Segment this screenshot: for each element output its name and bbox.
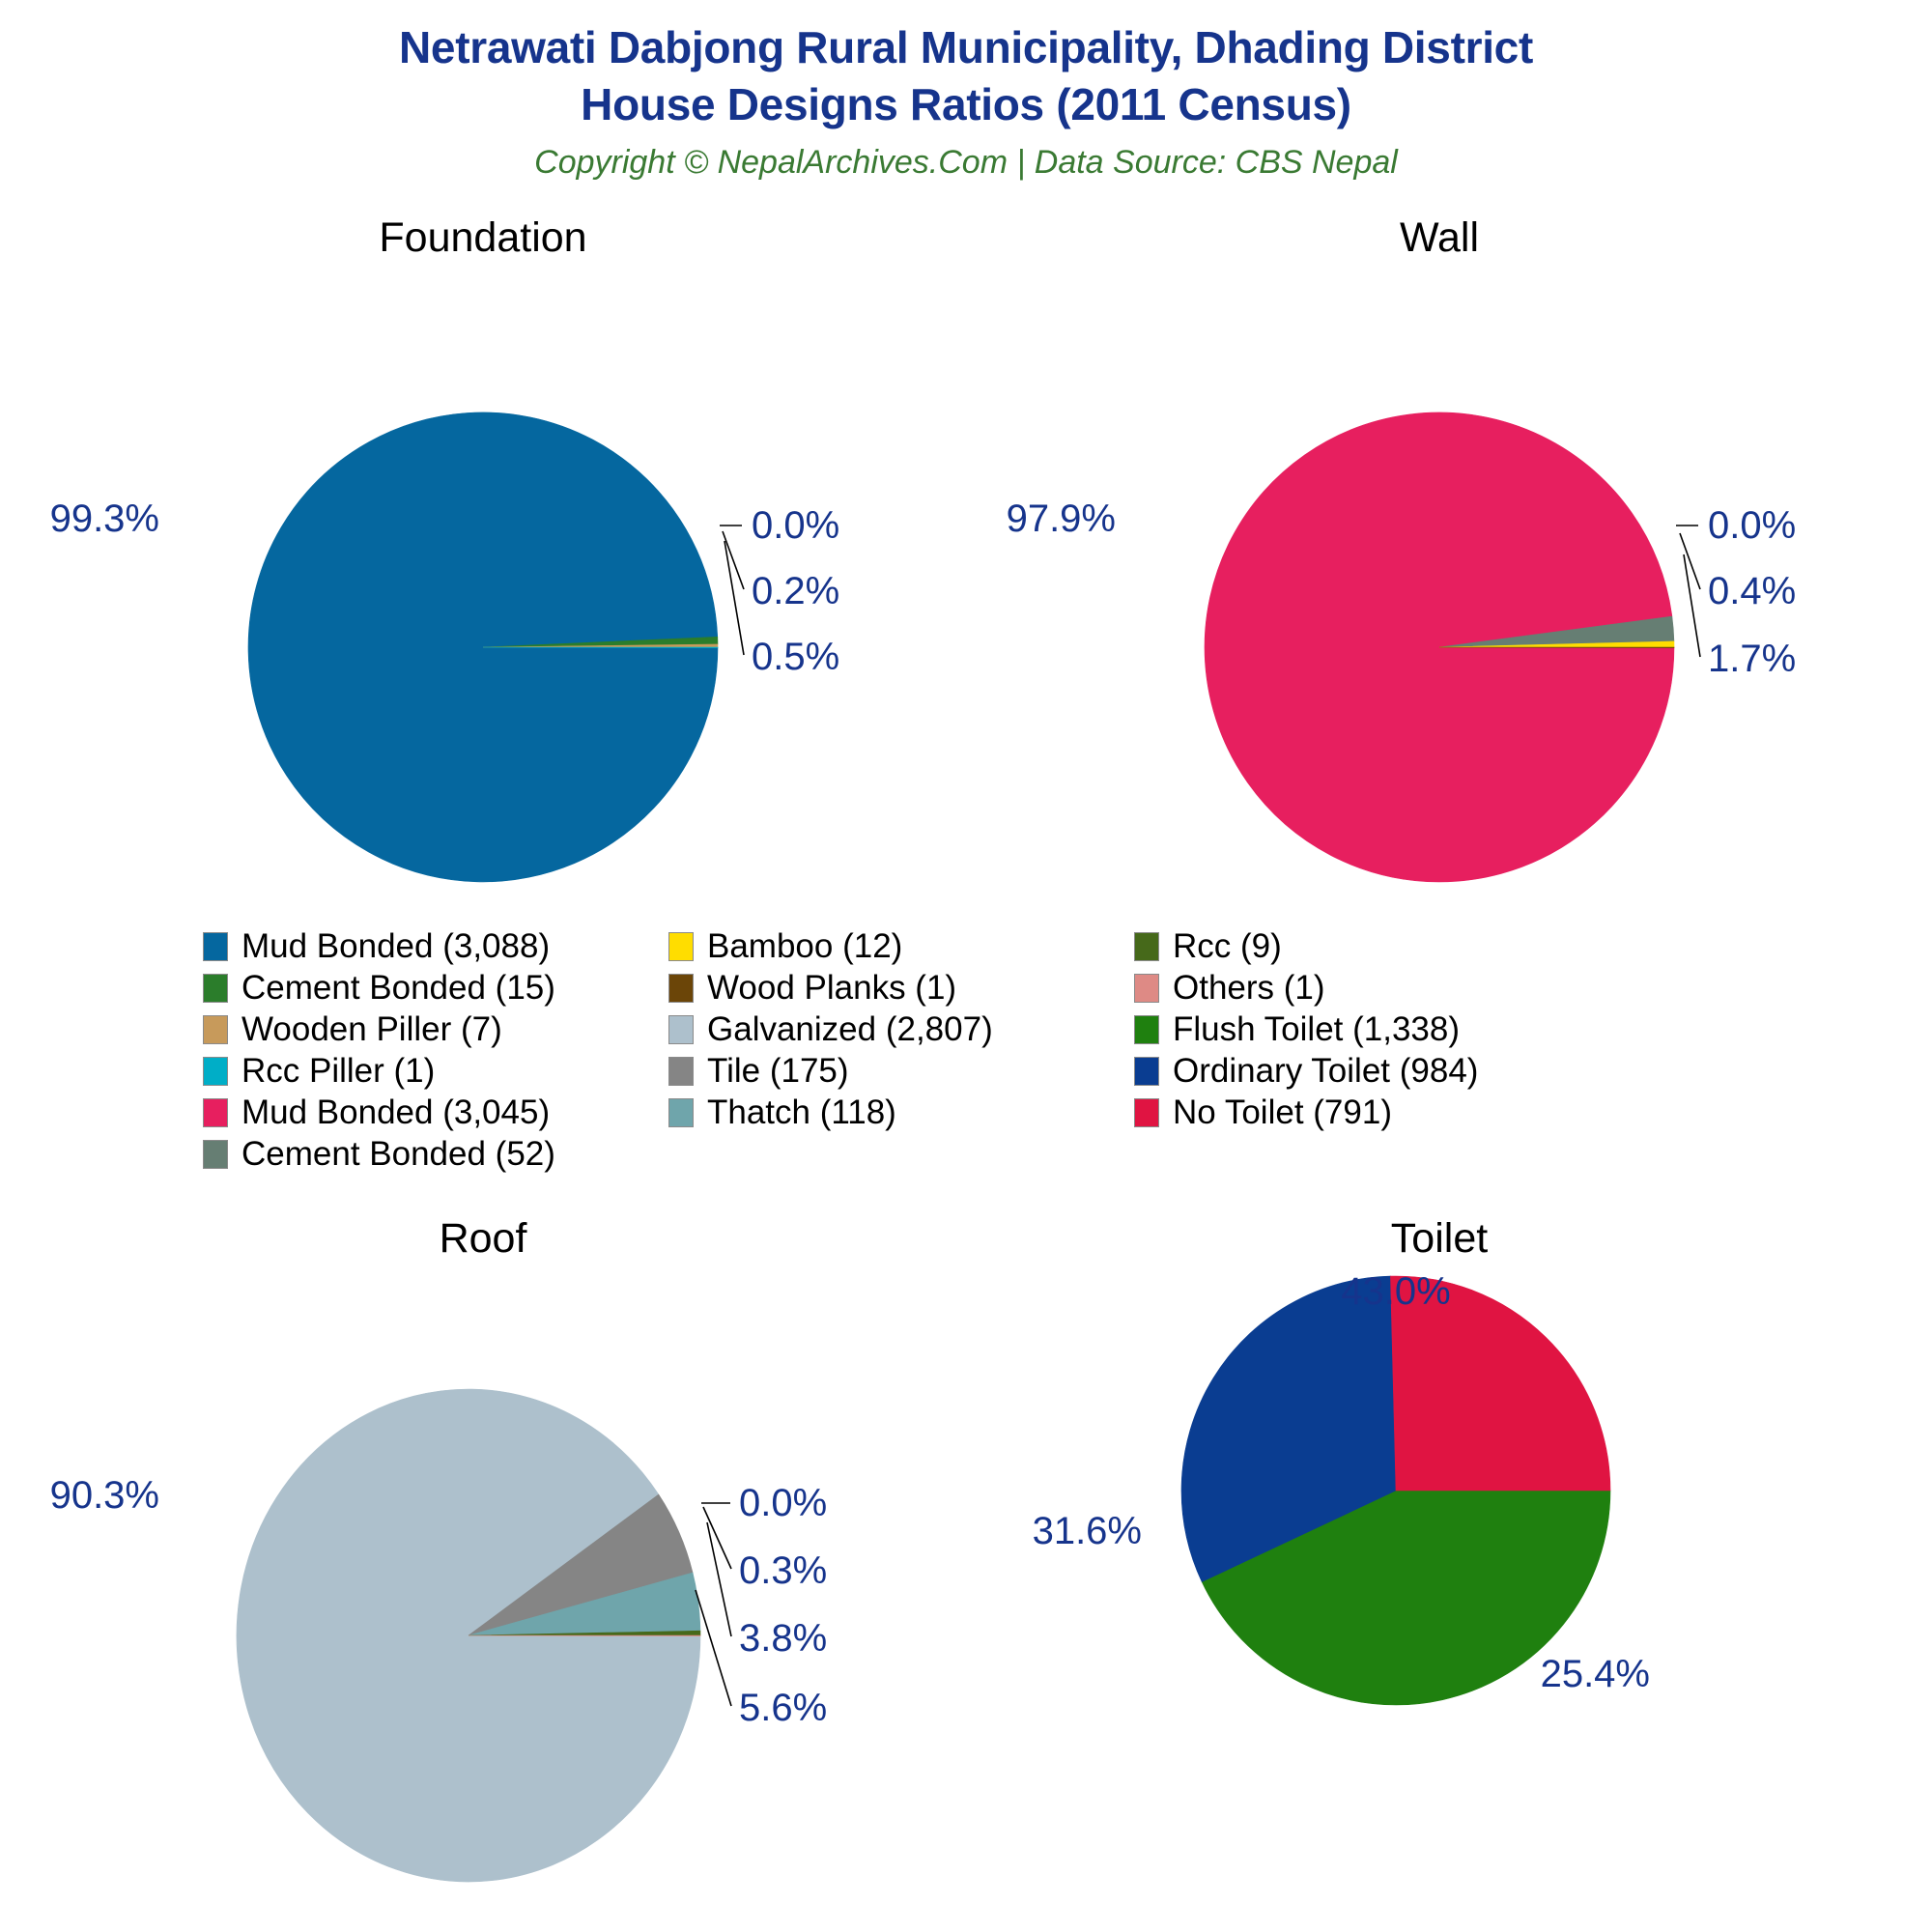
legend-color-swatch	[1134, 973, 1159, 1003]
legend-grid: Mud Bonded (3,088) Bamboo (12) Rcc (9) Ceme…	[203, 925, 1604, 1175]
pie-title-wall: Wall	[1399, 214, 1479, 261]
legend-item-label: Others (1)	[1173, 969, 1325, 1007]
pie-title-toilet: Toilet	[1390, 1215, 1489, 1262]
pie-slice[interactable]	[1390, 1275, 1611, 1492]
legend-item-label: Cement Bonded (52)	[242, 1135, 555, 1173]
legend-item-label: Flush Toilet (1,338)	[1173, 1010, 1461, 1048]
legend-item-label: Rcc Piller (1)	[242, 1052, 436, 1090]
legend-item[interactable]: Cement Bonded (52)	[203, 1133, 668, 1175]
leader-line	[706, 1521, 732, 1637]
pie-slice[interactable]	[468, 1634, 701, 1636]
legend-item-label: Galvanized (2,807)	[707, 1010, 993, 1048]
legend-item-label: Wood Planks (1)	[707, 969, 957, 1007]
pie-percent-label: 0.0%	[739, 1482, 827, 1524]
pie-panel-wall: Wall 97.9% 0.0% 0.4% 1.7%	[1007, 214, 1806, 910]
pie-percent-label: 31.6%	[1033, 1510, 1142, 1552]
pie-chart-foundation: 99.3% 0.0% 0.2% 0.5%	[50, 412, 839, 883]
pie-panel-roof: Roof 90.3% 0.0% 0.3% 3.8% 5.6%	[50, 1215, 850, 1891]
pie-percent-label: 25.4%	[1541, 1653, 1650, 1695]
pie-panel-foundation: Foundation 99.3% 0.0% 0.2% 0.5%	[50, 214, 850, 910]
page-title: Netrawati Dabjong Rural Municipality, Dh…	[399, 22, 1533, 129]
legend-item[interactable]: Mud Bonded (3,088)	[203, 925, 668, 967]
leader-line	[702, 1506, 732, 1570]
pie-chart-toilet: 43.0% 31.6% 25.4%	[1033, 1270, 1650, 1706]
legend-color-swatch	[668, 973, 694, 1003]
legend-color-swatch	[668, 1014, 694, 1044]
legend-item[interactable]: Wood Planks (1)	[668, 967, 1134, 1009]
legend-item-label: Thatch (118)	[707, 1094, 896, 1131]
legend-color-swatch	[1134, 931, 1159, 961]
legend-item[interactable]: No Toilet (791)	[1134, 1092, 1600, 1133]
leader-line	[724, 540, 745, 656]
pie-panel-toilet: Toilet 43.0% 31.6% 25.4%	[1033, 1215, 1806, 1891]
legend-item-label: Rcc (9)	[1173, 927, 1282, 965]
legend-item[interactable]: Thatch (118)	[668, 1092, 1134, 1133]
legend-item-label: No Toilet (791)	[1173, 1094, 1392, 1131]
pie-chart-wall: 97.9% 0.0% 0.4% 1.7%	[1007, 412, 1796, 883]
legend-item-label: Tile (175)	[707, 1052, 849, 1090]
pie-percent-label: 0.0%	[752, 504, 839, 547]
pie-percent-label: 97.9%	[1007, 497, 1116, 540]
legend-color-swatch	[203, 1097, 228, 1127]
pie-percent-label: 0.0%	[1708, 504, 1796, 547]
legend-item[interactable]: Bamboo (12)	[668, 925, 1134, 967]
leader-line	[722, 530, 745, 590]
legend-item[interactable]: Galvanized (2,807)	[668, 1009, 1134, 1050]
header-block: Netrawati Dabjong Rural Municipality, Dh…	[0, 19, 1932, 183]
leader-line	[695, 1589, 732, 1707]
leader-line	[1679, 532, 1701, 590]
legend-item[interactable]: Ordinary Toilet (984)	[1134, 1050, 1600, 1092]
legend-item-label: Wooden Piller (7)	[242, 1010, 502, 1048]
legend-color-swatch	[203, 1014, 228, 1044]
pie-title-roof: Roof	[439, 1215, 527, 1262]
pie-percent-label: 0.5%	[752, 636, 839, 678]
legend-item-label: Ordinary Toilet (984)	[1173, 1052, 1479, 1090]
legend-item[interactable]: Wooden Piller (7)	[203, 1009, 668, 1050]
pie-slice[interactable]	[482, 646, 719, 648]
legend-item-label: Cement Bonded (15)	[242, 969, 555, 1007]
legend-color-swatch	[1134, 1097, 1159, 1127]
legend-color-swatch	[1134, 1056, 1159, 1086]
pie-percent-label: 90.3%	[50, 1474, 159, 1517]
legend-item[interactable]: Cement Bonded (15)	[203, 967, 668, 1009]
leader-line	[1683, 554, 1701, 658]
pie-percent-label: 0.3%	[739, 1549, 827, 1592]
legend-color-swatch	[203, 973, 228, 1003]
legend-color-swatch	[668, 1056, 694, 1086]
pie-slice[interactable]	[1438, 646, 1675, 648]
legend-item[interactable]: Flush Toilet (1,338)	[1134, 1009, 1600, 1050]
pie-percent-label: 0.2%	[752, 570, 839, 612]
legend-color-swatch	[668, 931, 694, 961]
pie-chart-roof: 90.3% 0.0% 0.3% 3.8% 5.6%	[50, 1388, 827, 1883]
legend-item[interactable]: Others (1)	[1134, 967, 1600, 1009]
pie-percent-label: 99.3%	[50, 497, 159, 540]
legend-item[interactable]: Rcc (9)	[1134, 925, 1600, 967]
legend-item[interactable]: Rcc Piller (1)	[203, 1050, 668, 1092]
legend-item-label: Bamboo (12)	[707, 927, 903, 965]
pie-percent-label: 43.0%	[1341, 1270, 1450, 1313]
legend-item[interactable]: Mud Bonded (3,045)	[203, 1092, 668, 1133]
pie-slice[interactable]	[1180, 1275, 1397, 1582]
pie-percent-label: 1.7%	[1708, 638, 1796, 680]
pie-slice[interactable]	[1201, 1490, 1611, 1706]
page-subtitle: Copyright © NepalArchives.Com | Data Sou…	[534, 143, 1398, 181]
legend-item-label: Mud Bonded (3,088)	[242, 927, 551, 965]
legend-color-swatch	[203, 1056, 228, 1086]
legend-item-label: Mud Bonded (3,045)	[242, 1094, 551, 1131]
chart-legend: Mud Bonded (3,088) Bamboo (12) Rcc (9) Ceme…	[203, 925, 1604, 1175]
legend-item[interactable]: Tile (175)	[668, 1050, 1134, 1092]
legend-color-swatch	[203, 931, 228, 961]
legend-color-swatch	[1134, 1014, 1159, 1044]
legend-color-swatch	[668, 1097, 694, 1127]
legend-color-swatch	[203, 1139, 228, 1169]
pie-percent-label: 3.8%	[739, 1617, 827, 1660]
pie-percent-label: 5.6%	[739, 1687, 827, 1729]
pie-percent-label: 0.4%	[1708, 570, 1796, 612]
pie-title-foundation: Foundation	[379, 214, 587, 261]
